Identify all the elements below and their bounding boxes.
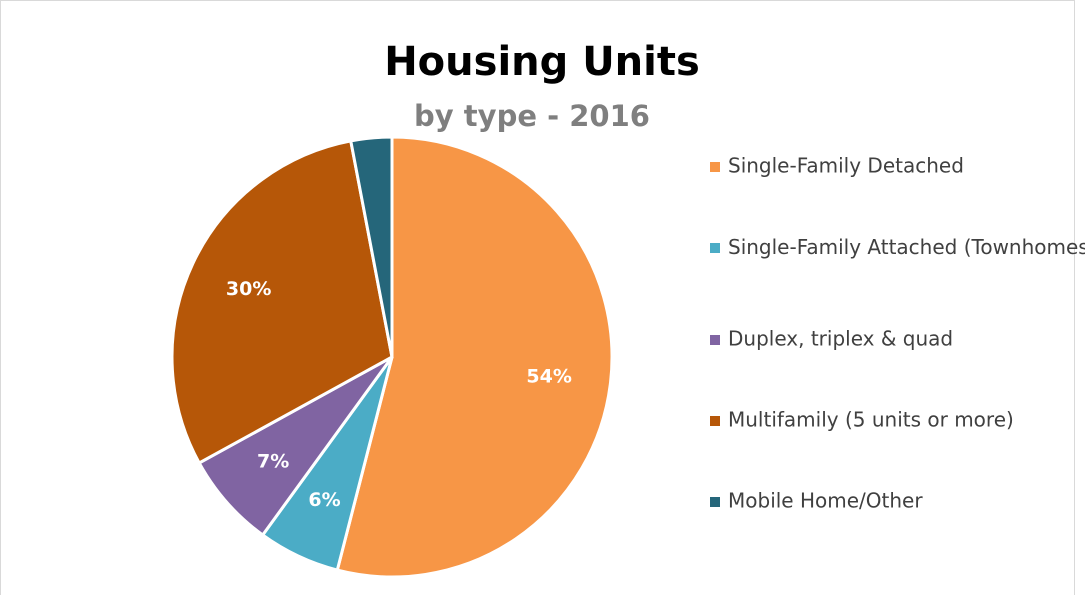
legend-label: Multifamily (5 units or more) [728,408,1014,432]
legend-swatch [710,243,720,253]
legend-label: Single-Family Attached (Townhomes) [728,235,1085,259]
data-label: 6% [308,489,340,511]
legend-swatch [710,497,720,507]
legend-swatch [710,162,720,172]
legend-label: Single-Family Detached [728,154,964,178]
data-label: 30% [226,278,271,300]
legend-label: Mobile Home/Other [728,489,923,513]
legend-swatch [710,416,720,426]
chart-subtitle: by type - 2016 [414,99,650,133]
pie-slice [349,135,394,358]
pie-slice [335,135,614,579]
data-label: 7% [257,450,289,472]
pie-slice [170,139,394,466]
chart-title: Housing Units [384,39,700,85]
legend-label: Duplex, triplex & quad [728,327,953,351]
data-label: 54% [526,365,571,387]
legend-swatch [710,335,720,345]
